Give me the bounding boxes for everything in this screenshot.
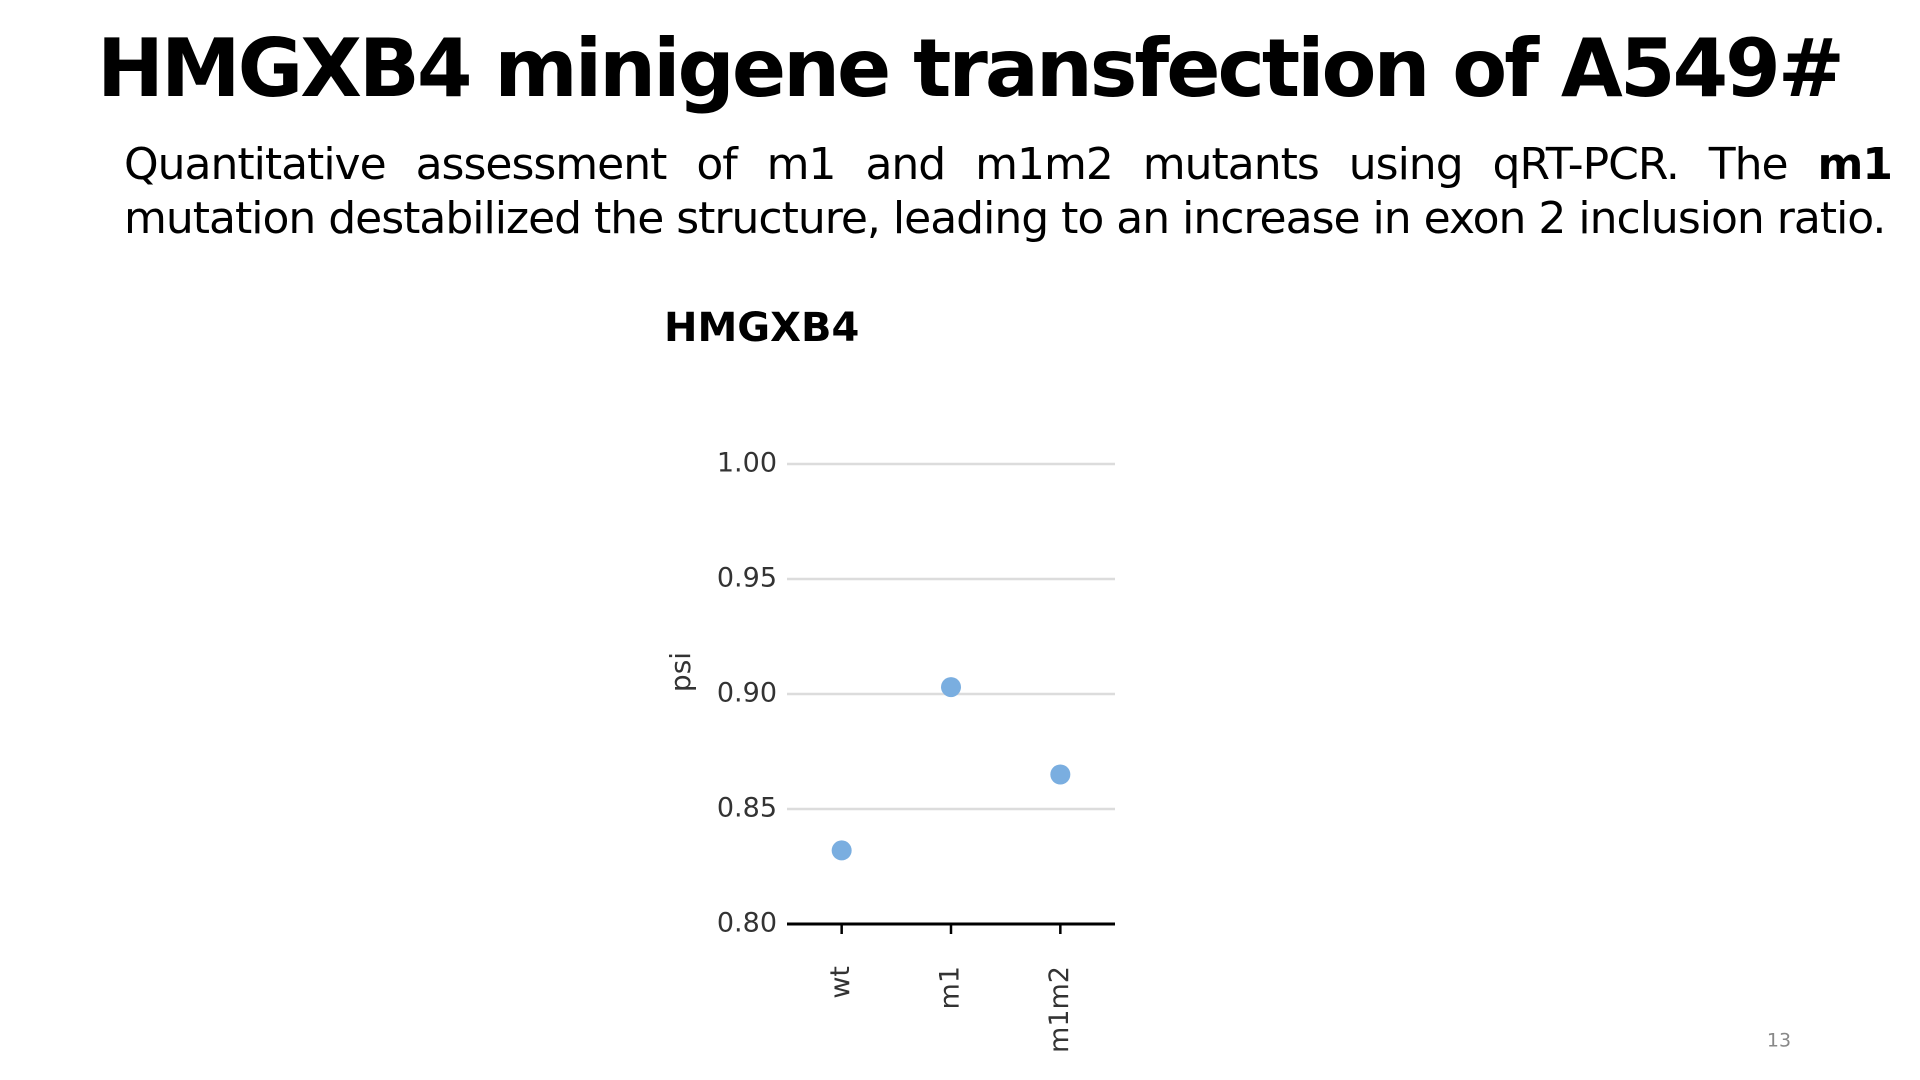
page-number: 13 bbox=[1767, 1030, 1791, 1052]
x-tick-label: wt bbox=[825, 966, 856, 999]
slide-title: HMGXB4 minigene transfection of A549# bbox=[97, 22, 1845, 115]
point bbox=[831, 840, 852, 861]
y-tick-label: 1.00 bbox=[717, 448, 777, 479]
y-tick-label: 0.80 bbox=[717, 908, 777, 939]
x-tick-label: m1m2 bbox=[1044, 966, 1075, 1053]
x-tick-label: m1 bbox=[935, 966, 966, 1009]
text-run: Quantitative assessment of m1 and m1m2 m… bbox=[124, 139, 1818, 190]
y-tick-label: 0.95 bbox=[717, 563, 777, 594]
point bbox=[941, 677, 961, 698]
y-tick-label: 0.85 bbox=[717, 793, 777, 824]
chart-title: HMGXB4 bbox=[664, 305, 859, 351]
point bbox=[1050, 764, 1071, 785]
text-run: mutation destabilized the structure, lea… bbox=[124, 193, 1886, 244]
text-run-bold: m1 bbox=[1817, 139, 1893, 190]
y-axis-label: psi bbox=[664, 652, 697, 692]
y-tick-label: 0.90 bbox=[717, 678, 777, 709]
body-text: Quantitative assessment of m1 and m1m2 m… bbox=[124, 138, 1893, 246]
